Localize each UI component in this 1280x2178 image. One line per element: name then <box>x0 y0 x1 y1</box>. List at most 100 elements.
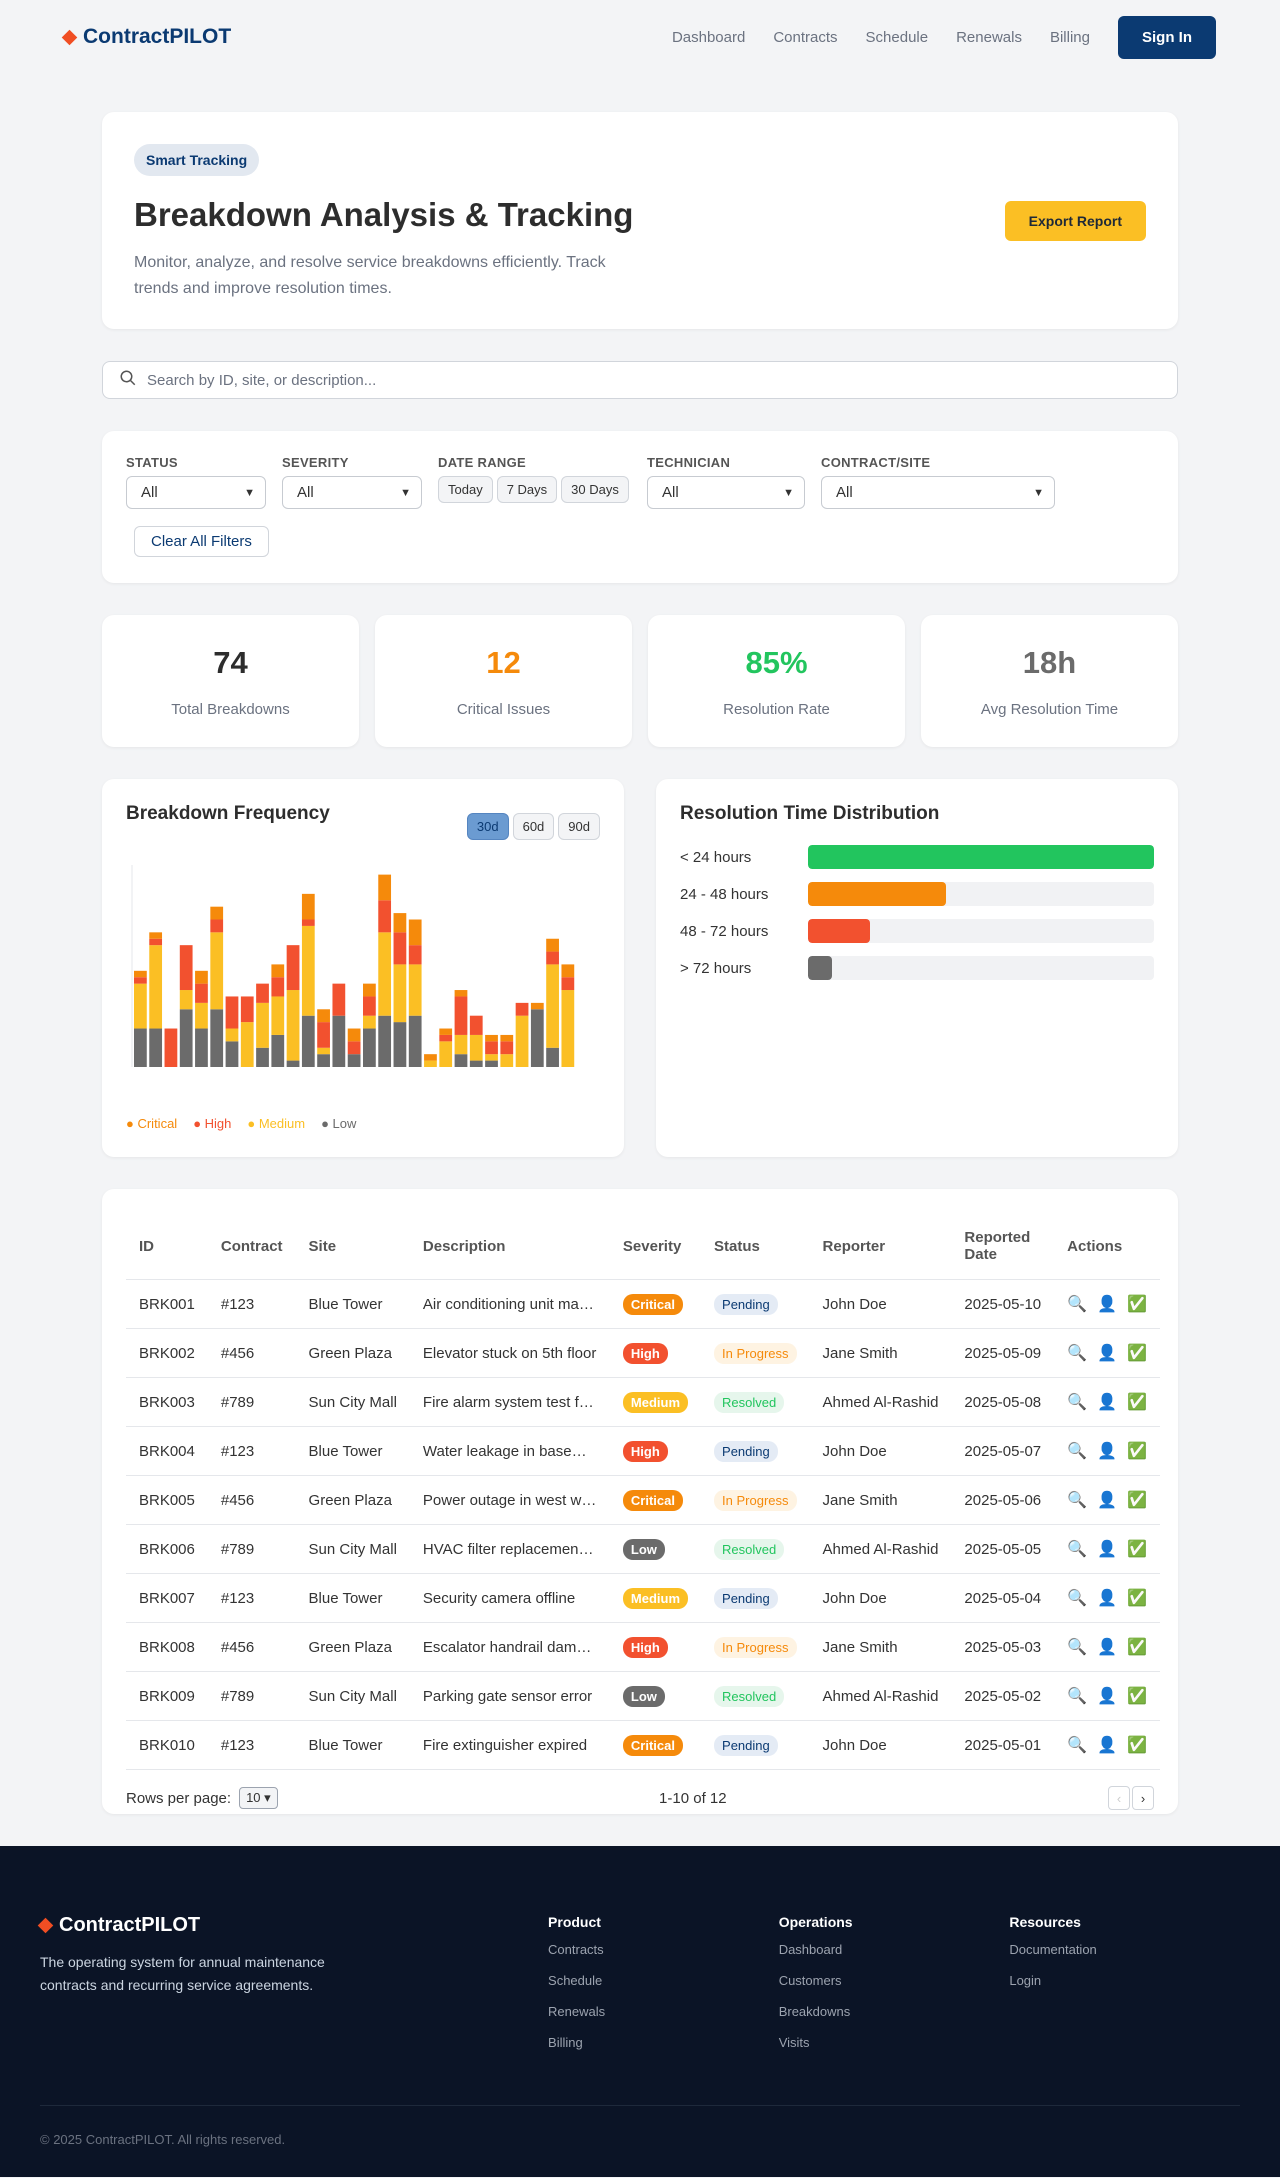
nav-link-billing[interactable]: Billing <box>1049 28 1090 46</box>
range-60d-button[interactable]: 60d <box>512 813 555 840</box>
bar-low-9[interactable] <box>256 1047 269 1067</box>
bar-low-23[interactable] <box>469 1060 483 1067</box>
bar-critical-21[interactable] <box>439 1028 453 1035</box>
bar-low-18[interactable] <box>393 1022 407 1067</box>
col-reported-date[interactable]: Reported Date <box>951 1213 1055 1280</box>
bar-high-11[interactable] <box>286 945 300 991</box>
bar-low-1[interactable] <box>134 1028 147 1067</box>
bar-high-16[interactable] <box>363 996 376 1016</box>
view-icon[interactable]: 🔍 <box>1067 1737 1088 1754</box>
bar-medium-12[interactable] <box>301 925 315 1016</box>
sign-in-button[interactable]: Sign In <box>1118 15 1216 59</box>
bar-low-16[interactable] <box>363 1028 376 1067</box>
nav-link-renewals[interactable]: Renewals <box>956 28 1022 46</box>
bar-high-23[interactable] <box>469 1015 483 1035</box>
bar-critical-2[interactable] <box>149 932 163 939</box>
table-row[interactable]: BRK010 #123 Blue Tower Fire extinguisher ex… <box>126 1720 1161 1770</box>
bar-critical-27[interactable] <box>530 1002 544 1010</box>
bar-medium-19[interactable] <box>408 964 422 1016</box>
bar-medium-22[interactable] <box>454 1034 468 1055</box>
assign-user-icon[interactable]: 👤 <box>1097 1443 1118 1460</box>
bar-critical-15[interactable] <box>347 1028 361 1042</box>
bar-low-14[interactable] <box>332 1015 346 1067</box>
bar-critical-19[interactable] <box>408 919 422 946</box>
bar-low-24[interactable] <box>485 1060 498 1067</box>
bar-medium-23[interactable] <box>469 1034 483 1061</box>
date-today-button[interactable]: Today <box>438 476 493 503</box>
footer-link[interactable]: Customers <box>778 1973 842 1988</box>
col-description[interactable]: Description <box>409 1213 610 1280</box>
bar-medium-29[interactable] <box>561 990 575 1067</box>
view-icon[interactable]: 🔍 <box>1067 1590 1088 1607</box>
technician-select[interactable]: All ▼ <box>647 476 805 509</box>
bar-high-2[interactable] <box>149 938 163 946</box>
footer-link[interactable]: Billing <box>548 2035 583 2050</box>
table-row[interactable]: BRK006 #789 Sun City Mall HVAC filter repla… <box>126 1524 1161 1574</box>
bar-low-27[interactable] <box>530 1009 544 1067</box>
bar-critical-1[interactable] <box>134 970 147 978</box>
date-30-days-button[interactable]: 30 Days <box>561 476 629 503</box>
bar-high-25[interactable] <box>500 1041 514 1055</box>
assign-user-icon[interactable]: 👤 <box>1097 1345 1118 1362</box>
assign-user-icon[interactable]: 👤 <box>1097 1590 1118 1607</box>
prev-page-button[interactable]: ‹ <box>1107 1786 1130 1810</box>
nav-link-dashboard[interactable]: Dashboard <box>671 28 746 46</box>
bar-high-19[interactable] <box>408 945 422 965</box>
bar-low-13[interactable] <box>317 1054 330 1067</box>
bar-medium-25[interactable] <box>500 1054 514 1067</box>
status-select[interactable]: All ▼ <box>126 476 266 509</box>
bar-medium-8[interactable] <box>240 1022 254 1067</box>
bar-low-7[interactable] <box>225 1041 239 1067</box>
view-icon[interactable]: 🔍 <box>1067 1296 1088 1313</box>
view-icon[interactable]: 🔍 <box>1067 1394 1088 1411</box>
contract-site-select[interactable]: All ▼ <box>821 476 1055 509</box>
bar-critical-18[interactable] <box>393 913 407 933</box>
bar-low-4[interactable] <box>179 1009 193 1067</box>
footer-logo[interactable]: ContractPILOT <box>37 1914 548 1937</box>
resolve-check-icon[interactable]: ✅ <box>1127 1345 1148 1362</box>
bar-high-1[interactable] <box>134 977 147 984</box>
resolve-check-icon[interactable]: ✅ <box>1127 1688 1148 1705</box>
col-reporter[interactable]: Reporter <box>809 1213 952 1280</box>
footer-link[interactable]: Dashboard <box>778 1942 843 1957</box>
bar-medium-13[interactable] <box>317 1047 330 1055</box>
resolve-check-icon[interactable]: ✅ <box>1127 1296 1148 1313</box>
view-icon[interactable]: 🔍 <box>1067 1443 1088 1460</box>
range-30d-button[interactable]: 30d <box>466 813 509 840</box>
bar-medium-6[interactable] <box>210 932 224 1010</box>
footer-link[interactable]: Documentation <box>1009 1942 1097 1957</box>
bar-medium-24[interactable] <box>485 1054 498 1061</box>
bar-low-11[interactable] <box>286 1060 300 1067</box>
nav-link-contracts[interactable]: Contracts <box>773 28 838 46</box>
bar-low-19[interactable] <box>408 1015 422 1067</box>
assign-user-icon[interactable]: 👤 <box>1097 1296 1118 1313</box>
bar-medium-26[interactable] <box>515 1015 529 1067</box>
bar-critical-10[interactable] <box>271 964 285 978</box>
footer-link[interactable]: Visits <box>778 2035 810 2050</box>
resolve-check-icon[interactable]: ✅ <box>1127 1541 1148 1558</box>
date-7-days-button[interactable]: 7 Days <box>496 476 558 503</box>
table-row[interactable]: BRK004 #123 Blue Tower Water leakage in bas… <box>126 1426 1161 1476</box>
bar-medium-18[interactable] <box>393 964 407 1023</box>
search-input[interactable] <box>147 371 1161 389</box>
bar-high-6[interactable] <box>210 919 224 933</box>
bar-high-7[interactable] <box>225 996 239 1029</box>
bar-critical-5[interactable] <box>195 970 208 984</box>
bar-high-28[interactable] <box>546 951 559 965</box>
bar-critical-24[interactable] <box>485 1034 498 1042</box>
col-status[interactable]: Status <box>701 1213 810 1280</box>
nav-link-schedule[interactable]: Schedule <box>865 28 929 46</box>
bar-high-13[interactable] <box>317 1022 330 1048</box>
resolve-check-icon[interactable]: ✅ <box>1127 1492 1148 1509</box>
bar-high-10[interactable] <box>271 977 285 997</box>
bar-medium-11[interactable] <box>286 990 300 1061</box>
brand-logo[interactable]: ContractPILOT <box>61 25 231 49</box>
col-id[interactable]: ID <box>126 1213 208 1280</box>
bar-medium-5[interactable] <box>195 1002 208 1029</box>
view-icon[interactable]: 🔍 <box>1067 1639 1088 1656</box>
table-row[interactable]: BRK009 #789 Sun City Mall Parking gate sens… <box>126 1671 1161 1721</box>
bar-high-17[interactable] <box>378 900 392 933</box>
col-site[interactable]: Site <box>295 1213 410 1280</box>
bar-low-28[interactable] <box>546 1047 559 1067</box>
table-row[interactable]: BRK007 #123 Blue Tower Security camera offl… <box>126 1573 1161 1623</box>
